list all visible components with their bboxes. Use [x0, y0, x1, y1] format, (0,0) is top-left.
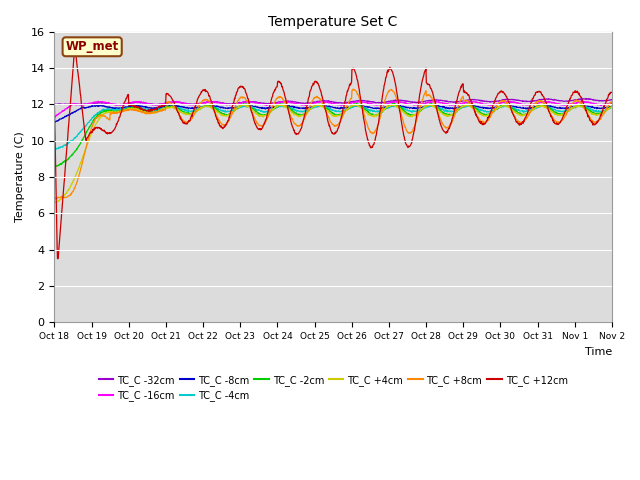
TC_C +8cm	[161, 107, 169, 113]
TC_C -32cm	[175, 99, 182, 105]
TC_C -4cm	[538, 102, 546, 108]
Legend: TC_C -32cm, TC_C -16cm, TC_C -8cm, TC_C -4cm, TC_C -2cm, TC_C +4cm, TC_C +8cm, T: TC_C -32cm, TC_C -16cm, TC_C -8cm, TC_C …	[95, 371, 572, 405]
TC_C -2cm	[493, 105, 501, 111]
TC_C -4cm	[237, 104, 245, 109]
TC_C -16cm	[493, 101, 500, 107]
TC_C +8cm	[608, 99, 616, 105]
Y-axis label: Temperature (C): Temperature (C)	[15, 132, 25, 222]
TC_C -8cm	[493, 105, 501, 110]
TC_C -32cm	[582, 96, 589, 101]
TC_C -32cm	[237, 100, 245, 106]
Line: TC_C +12cm: TC_C +12cm	[54, 47, 612, 259]
TC_C -8cm	[420, 104, 428, 109]
TC_C -2cm	[161, 105, 169, 111]
TC_C -4cm	[493, 107, 500, 112]
TC_C -8cm	[465, 102, 473, 108]
TC_C -16cm	[161, 100, 169, 106]
TC_C -2cm	[51, 163, 58, 168]
TC_C -8cm	[608, 103, 616, 109]
TC_C -16cm	[608, 100, 616, 106]
TC_C -8cm	[543, 103, 550, 108]
TC_C -8cm	[161, 104, 169, 110]
TC_C -4cm	[161, 105, 169, 111]
Line: TC_C -8cm: TC_C -8cm	[54, 105, 612, 122]
TC_C -32cm	[420, 99, 428, 105]
TC_C -16cm	[175, 99, 182, 105]
TC_C -4cm	[543, 104, 550, 109]
TC_C -8cm	[51, 120, 59, 125]
Line: TC_C +4cm: TC_C +4cm	[54, 105, 612, 203]
TC_C -16cm	[52, 114, 60, 120]
TC_C -4cm	[608, 104, 616, 110]
TC_C -32cm	[51, 101, 58, 107]
TC_C -2cm	[175, 106, 182, 112]
TC_C +12cm	[71, 44, 79, 50]
TC_C +4cm	[51, 200, 58, 206]
TC_C -16cm	[420, 101, 428, 107]
TC_C +8cm	[420, 92, 428, 98]
TC_C -32cm	[493, 98, 500, 104]
TC_C +12cm	[237, 84, 245, 90]
TC_C -32cm	[152, 102, 160, 108]
TC_C +8cm	[175, 110, 182, 116]
TC_C -8cm	[175, 104, 182, 109]
Line: TC_C -2cm: TC_C -2cm	[54, 103, 612, 167]
Text: WP_met: WP_met	[65, 40, 119, 53]
TC_C +8cm	[349, 86, 357, 92]
TC_C +8cm	[51, 196, 58, 202]
X-axis label: Time: Time	[585, 347, 612, 357]
TC_C +12cm	[162, 103, 170, 108]
Title: Temperature Set C: Temperature Set C	[269, 15, 398, 29]
TC_C -16cm	[237, 100, 245, 106]
TC_C -2cm	[237, 103, 245, 108]
TC_C +4cm	[493, 105, 500, 111]
TC_C -2cm	[608, 104, 616, 109]
TC_C +4cm	[315, 102, 323, 108]
Line: TC_C +8cm: TC_C +8cm	[54, 89, 612, 199]
TC_C -4cm	[52, 147, 60, 153]
TC_C -16cm	[51, 114, 58, 120]
TC_C +4cm	[237, 103, 244, 109]
TC_C -16cm	[577, 98, 585, 104]
TC_C -4cm	[175, 105, 182, 111]
TC_C -32cm	[608, 96, 616, 102]
TC_C -16cm	[542, 99, 550, 105]
TC_C -2cm	[543, 104, 550, 109]
TC_C +8cm	[237, 95, 244, 100]
TC_C +4cm	[542, 105, 550, 110]
TC_C -2cm	[420, 104, 428, 109]
TC_C +8cm	[493, 103, 500, 109]
TC_C -2cm	[353, 100, 360, 106]
Line: TC_C -32cm: TC_C -32cm	[54, 98, 612, 105]
TC_C +12cm	[493, 93, 501, 98]
TC_C -4cm	[420, 105, 428, 111]
TC_C -8cm	[237, 103, 245, 109]
TC_C -32cm	[161, 101, 169, 107]
TC_C +4cm	[420, 104, 428, 110]
TC_C +12cm	[608, 89, 616, 95]
TC_C +4cm	[175, 107, 182, 113]
TC_C +12cm	[420, 69, 428, 75]
TC_C -32cm	[542, 96, 550, 102]
TC_C +12cm	[543, 101, 550, 107]
TC_C +12cm	[51, 100, 58, 106]
TC_C -2cm	[52, 164, 60, 169]
TC_C +4cm	[608, 105, 616, 110]
TC_C +8cm	[542, 104, 550, 109]
TC_C +12cm	[54, 256, 61, 262]
TC_C -8cm	[51, 119, 58, 125]
TC_C -4cm	[51, 146, 58, 152]
TC_C +12cm	[175, 112, 183, 118]
Line: TC_C -4cm: TC_C -4cm	[54, 105, 612, 150]
Line: TC_C -16cm: TC_C -16cm	[54, 101, 612, 117]
TC_C +4cm	[161, 106, 169, 111]
